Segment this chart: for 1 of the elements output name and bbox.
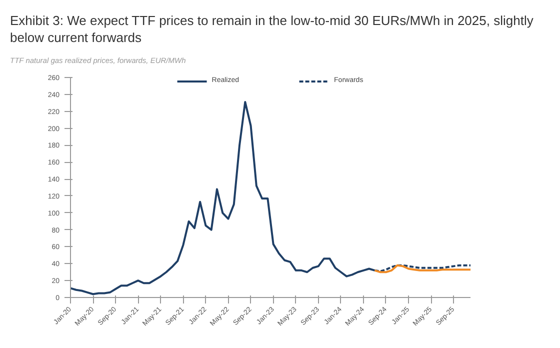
- chart-title: Exhibit 3: We expect TTF prices to remain in the low-to-mid 30 EURs/MWh in 2025, slightly below current forwards: [10, 12, 534, 46]
